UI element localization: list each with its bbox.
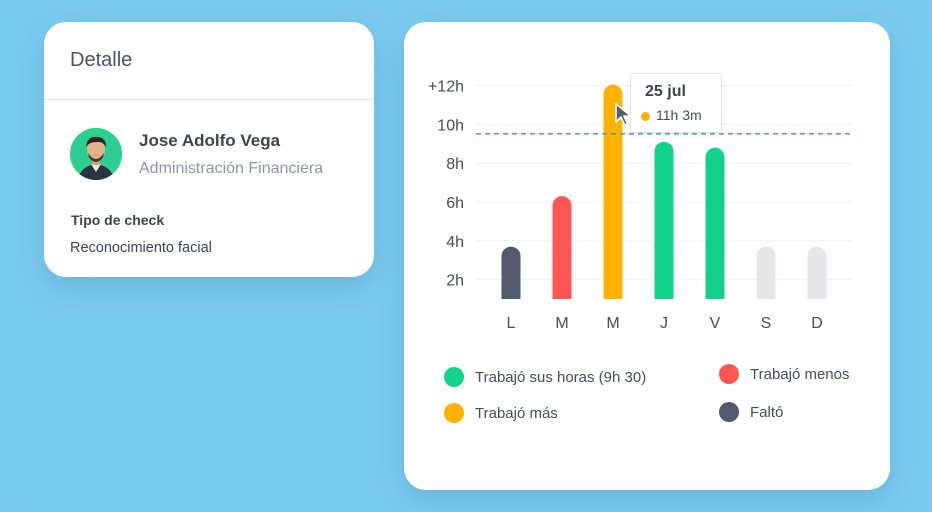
x-tick-label: S [761,315,772,332]
detail-title: Detalle [70,49,133,71]
legend-dot [444,367,464,387]
cursor-arrow-icon [614,102,636,133]
y-tick-label: 10h [437,117,464,134]
legend-dot [719,402,739,422]
y-tick-label: 6h [446,195,464,212]
bar-base [705,287,725,299]
bar [807,246,827,299]
detail-card: Detalle Jose Adolfo Vega Administración … [44,22,374,277]
legend-item-orange: Trabajó más [444,403,558,423]
bar-base [501,287,521,299]
y-tick-label: 4h [446,234,464,251]
person-role: Administración Financiera [139,159,324,177]
x-tick-label: J [660,315,668,332]
bar-base [807,287,827,299]
legend-item-dark: Faltó [719,402,783,422]
bar [552,196,572,299]
bar [654,141,674,299]
person-info: Jose Adolfo Vega Administración Financie… [70,128,323,180]
bar-tooltip: 25 jul 11h 3m [630,73,722,133]
x-tick-label: M [555,315,568,332]
legend-label: Trabajó menos [750,365,850,383]
x-tick-label: D [811,315,823,332]
y-tick-label: 2h [446,273,464,290]
check-type-value: Reconocimiento facial [70,240,212,256]
bar-base [603,287,623,299]
tooltip-dot [641,112,650,121]
tooltip-date: 25 jul [645,83,686,100]
legend-label: Trabajó sus horas (9h 30) [475,368,647,386]
bar [501,246,521,299]
x-tick-label: L [507,315,516,332]
chart-card: 2h 4h 6h 8h 10h +12h L M M J V S D 25 jul 11h 3m Tra… [404,22,890,490]
tooltip-value: 11h 3m [656,107,702,123]
y-tick-label: 8h [446,156,464,173]
x-tick-label: M [606,315,619,332]
bar-base [552,287,572,299]
legend-label: Faltó [750,403,784,421]
legend-dot [444,403,464,423]
bar [705,147,725,299]
bar-base [654,287,674,299]
hours-chart: 2h 4h 6h 8h 10h +12h L M M J V S D [428,79,852,332]
legend-item-green: Trabajó sus horas (9h 30) [444,367,646,387]
legend-label: Trabajó más [475,404,558,422]
bar [603,84,623,299]
bar [756,246,776,299]
x-tick-label: V [710,315,721,332]
person-name: Jose Adolfo Vega [139,130,281,150]
bar-base [756,287,776,299]
check-type-label: Tipo de check [71,212,165,228]
legend-item-red: Trabajó menos [719,364,850,384]
y-tick-label: +12h [428,79,464,96]
avatar[interactable] [70,128,122,180]
detail-header: Detalle [44,22,374,100]
legend-dot [719,364,739,384]
